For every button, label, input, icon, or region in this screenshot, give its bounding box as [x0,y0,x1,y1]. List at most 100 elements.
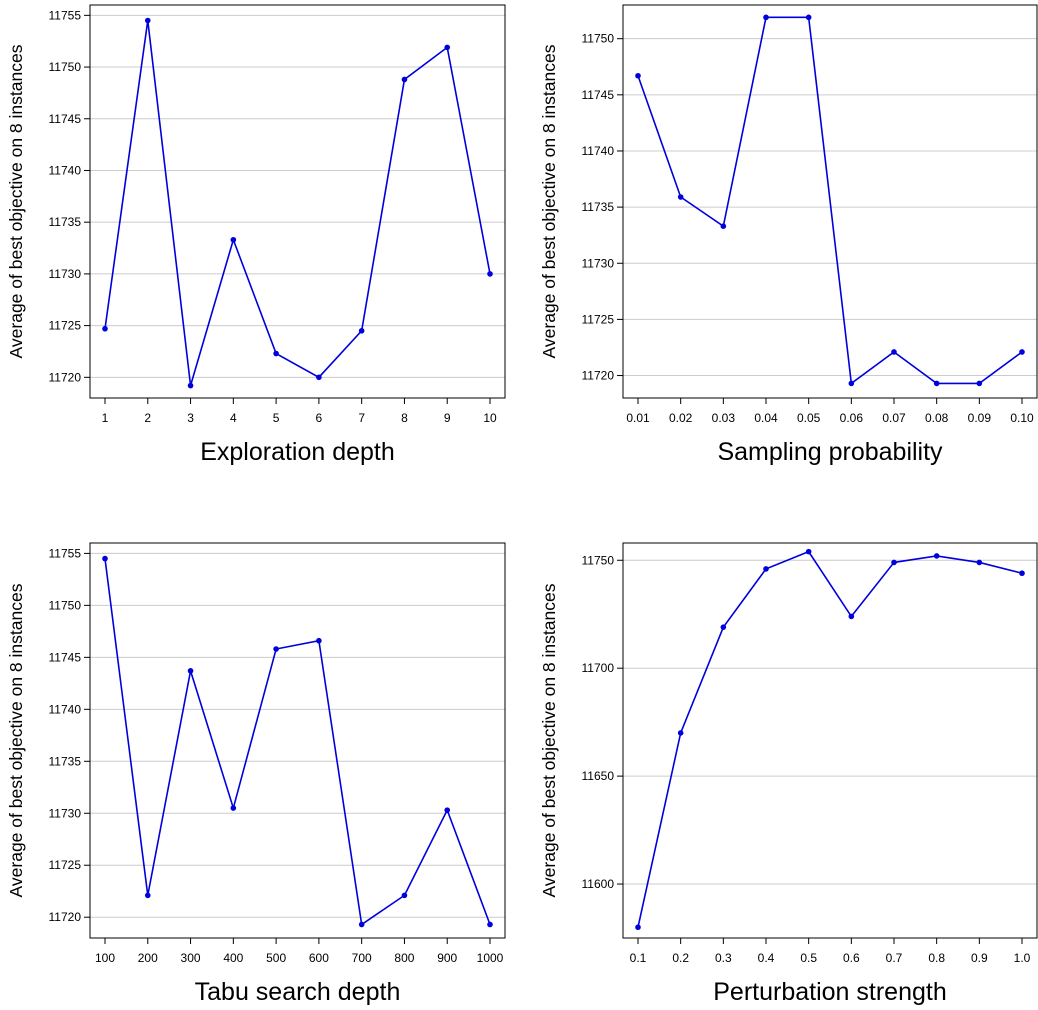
data-point [487,921,493,928]
x-tick-label: 4 [230,411,237,425]
x-tick-label: 800 [394,951,414,965]
data-point [891,349,897,355]
series-line [104,558,491,926]
data-point [444,807,451,813]
x-tick-label: 0.02 [669,411,693,425]
y-tick-label: 11730 [49,267,82,281]
x-tick-label: 900 [437,951,457,965]
x-axis-label: Perturbation strength [713,978,946,1006]
x-tick-label: 0.8 [928,951,945,965]
data-point [933,380,940,387]
series-line [104,20,491,386]
y-tick-label: 11720 [49,370,82,384]
y-tick-label: 11745 [49,650,82,664]
data-point [720,223,727,230]
y-tick-label: 11750 [582,553,615,567]
x-tick-label: 9 [444,411,451,425]
x-axis-label: Tabu search depth [195,978,401,1006]
data-point [187,668,194,674]
chart-panel-4: 11600 11650 11700 11750 0.1 0.2 0.3 0.4 0.5 0.6 0.… [539,542,1038,1006]
series-line [637,550,1023,928]
x-tick-label: 0.10 [1010,411,1034,425]
x-tick-label: 3 [187,411,194,425]
data-point [444,44,451,51]
series-line [637,16,1023,385]
x-tick-label: 400 [223,951,243,965]
data-point [1019,349,1025,355]
x-tick-label: 0.04 [754,411,778,425]
x-tick-label: 0.09 [968,411,992,425]
x-tick-label: 8 [401,411,408,425]
plot-frame [622,4,1038,399]
y-tick-label: 11600 [582,877,615,891]
y-tick-label: 11740 [49,163,82,177]
data-point [635,924,641,931]
data-point [848,613,855,620]
x-axis-label: Exploration depth [200,438,395,466]
y-tick-label: 11755 [49,8,82,22]
x-tick-label: 5 [273,411,280,425]
x-tick-label: 0.6 [843,951,860,965]
data-point [976,559,983,566]
x-tick-label: 0.1 [630,951,647,965]
x-tick-label: 0.06 [840,411,864,425]
x-tick-label: 7 [358,411,365,425]
chart-panel-1: 11720 11725 11730 11735 11740 11745 11750 11755… [6,4,506,466]
y-tick-label: 11750 [49,60,82,74]
data-point [677,194,684,200]
y-tick-label: 11725 [49,858,82,872]
data-point [401,892,408,899]
data-point [273,646,279,652]
data-point [805,548,812,555]
data-point [358,327,365,334]
y-tick-label: 11720 [49,910,82,924]
x-tick-label: 0.03 [712,411,736,425]
x-axis-label: Sampling probability [717,438,943,466]
data-point [805,14,812,21]
x-tick-label: 0.5 [800,951,817,965]
x-tick-label: 2 [144,411,151,425]
y-tick-label: 11755 [49,546,82,560]
y-tick-label: 11750 [49,598,82,612]
y-tick-label: 11740 [49,702,82,716]
y-tick-label: 11750 [582,32,615,46]
y-tick-label: 11725 [49,319,82,333]
x-tick-label: 1000 [477,951,504,965]
x-tick-label: 200 [138,951,158,965]
plot-frame [89,542,506,939]
data-point [763,14,769,21]
data-point [187,382,194,389]
y-tick-label: 11745 [49,112,82,126]
y-tick-label: 11730 [582,256,615,270]
data-point [677,730,684,736]
x-tick-label: 0.9 [971,951,988,965]
x-tick-label: 600 [309,951,329,965]
data-point [401,76,408,83]
x-tick-label: 100 [95,951,115,965]
y-tick-label: 11725 [582,312,615,326]
chart-panel-3: 11720 11725 11730 11735 11740 11745 11750 11755… [6,542,506,1006]
y-tick-label: 11650 [582,769,615,783]
data-point [891,559,897,566]
x-tick-label: 0.7 [886,951,903,965]
y-tick-label: 11745 [582,88,615,102]
data-point [763,566,769,572]
data-point [316,374,322,381]
x-tick-label: 0.3 [715,951,732,965]
data-point [273,350,279,357]
x-tick-label: 0.08 [925,411,949,425]
x-tick-label: 500 [266,951,286,965]
data-point [102,325,108,332]
data-point [144,17,151,24]
y-tick-label: 11735 [582,200,615,214]
x-tick-label: 0.07 [882,411,906,425]
y-axis-label: Average of best objective on 8 instances [539,44,559,358]
data-point [933,553,940,559]
x-tick-label: 300 [181,951,201,965]
x-tick-label: 1.0 [1014,951,1031,965]
data-point [358,921,365,928]
data-point [230,236,237,243]
data-point [976,380,983,387]
y-tick-label: 11720 [582,369,615,383]
